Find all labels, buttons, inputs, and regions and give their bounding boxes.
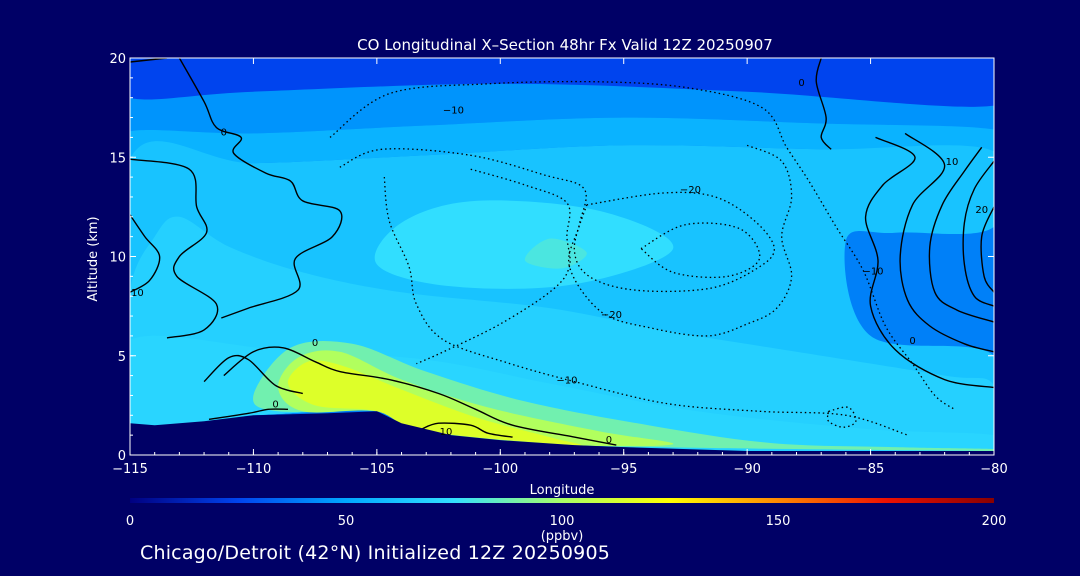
- solid-contour-1: [130, 158, 219, 339]
- y-tick-label: 20: [109, 52, 126, 67]
- contour-label-4: −10: [556, 376, 577, 387]
- colorbar-tick-label: 0: [126, 514, 134, 529]
- colorbar-tick-label: 150: [766, 514, 791, 529]
- x-tick-label: −110: [236, 462, 272, 477]
- contour-label-6: 0: [798, 78, 804, 89]
- solid-contour-0: [178, 58, 343, 319]
- solid-contour-8: [815, 58, 832, 150]
- solid-contour-6: [208, 408, 289, 420]
- contour-label-13: 10: [440, 427, 453, 438]
- solid-contour-3: [130, 214, 161, 293]
- solid-contour-10: [899, 132, 994, 353]
- colorbar: [130, 498, 994, 503]
- contour-label-0: 0: [221, 127, 227, 138]
- colorbar-tick-label: 200: [982, 514, 1007, 529]
- concentration-region-9: [278, 350, 674, 447]
- solid-contour-12: [962, 160, 994, 307]
- concentration-region-5: [374, 200, 674, 289]
- concentration-region-10: [287, 360, 582, 446]
- colorbar-units: (ppbv): [541, 529, 584, 544]
- colorbar-tick-label: 100: [550, 514, 575, 529]
- contour-label-9: 0: [909, 336, 915, 347]
- colorbar-ticks: 0 50 100 150 200: [126, 514, 1007, 529]
- x-tick-label: −100: [482, 462, 518, 477]
- concentration-region-6: [524, 238, 587, 269]
- contour-label-3: −20: [601, 310, 622, 321]
- colorbar-tick-label: 50: [338, 514, 355, 529]
- solid-contour-5: [203, 354, 304, 395]
- footer-caption: Chicago/Detroit (42°N) Initialized 12Z 2…: [140, 542, 611, 564]
- concentration-fill: [130, 58, 994, 455]
- y-axis-label: Altitude (km): [86, 216, 101, 301]
- plot-area: 0 −10 −20 −20 −10 −10 0 10 20 0 10 0 0 10 0: [130, 58, 994, 455]
- solid-contour-9: [864, 136, 994, 389]
- x-tick-label: −80: [980, 462, 1007, 477]
- dashed-contour-2: [416, 168, 571, 365]
- contour-label-14: 0: [606, 435, 612, 446]
- anomaly-contours: [130, 58, 994, 446]
- x-tick-label: −90: [733, 462, 760, 477]
- y-axis: 0 5 10 15 20: [109, 52, 994, 464]
- contour-label-7: 10: [946, 157, 959, 168]
- dashed-contour-6: [826, 406, 857, 428]
- x-tick-label: −95: [610, 462, 637, 477]
- solid-contour-7: [421, 422, 513, 438]
- dashed-contour-5: [640, 222, 761, 279]
- concentration-region-1: [130, 58, 994, 107]
- dashed-contour-3: [383, 177, 908, 436]
- contour-label-1: −10: [443, 106, 464, 117]
- contour-label-2: −20: [680, 185, 701, 196]
- contour-labels: 0 −10 −20 −20 −10 −10 0 10 20 0 10 0 0 10 0: [131, 78, 988, 446]
- contour-label-8: 20: [975, 205, 988, 216]
- contour-label-10: 10: [131, 288, 144, 299]
- dashed-contour-1: [339, 144, 793, 337]
- x-axis-label: Longitude: [530, 483, 595, 498]
- y-tick-label: 10: [109, 251, 126, 266]
- solid-contour-11: [928, 146, 994, 323]
- x-tick-label: −85: [857, 462, 884, 477]
- contour-label-12: 0: [272, 399, 278, 410]
- solid-contour-4: [223, 346, 617, 446]
- contour-label-11: 0: [312, 338, 318, 349]
- chart-title: CO Longitudinal X–Section 48hr Fx Valid …: [357, 36, 773, 54]
- contour-label-5: −10: [862, 266, 883, 277]
- solid-contour-13: [980, 206, 994, 293]
- x-tick-label: −115: [112, 462, 148, 477]
- y-tick-label: 15: [109, 151, 126, 166]
- terrain-mask: [130, 411, 994, 455]
- x-tick-label: −105: [359, 462, 395, 477]
- y-tick-label: 5: [118, 350, 126, 365]
- y-tick-label: 0: [118, 449, 126, 464]
- x-axis: −115 −110 −105 −100 −95 −90 −85 −80: [112, 58, 1008, 477]
